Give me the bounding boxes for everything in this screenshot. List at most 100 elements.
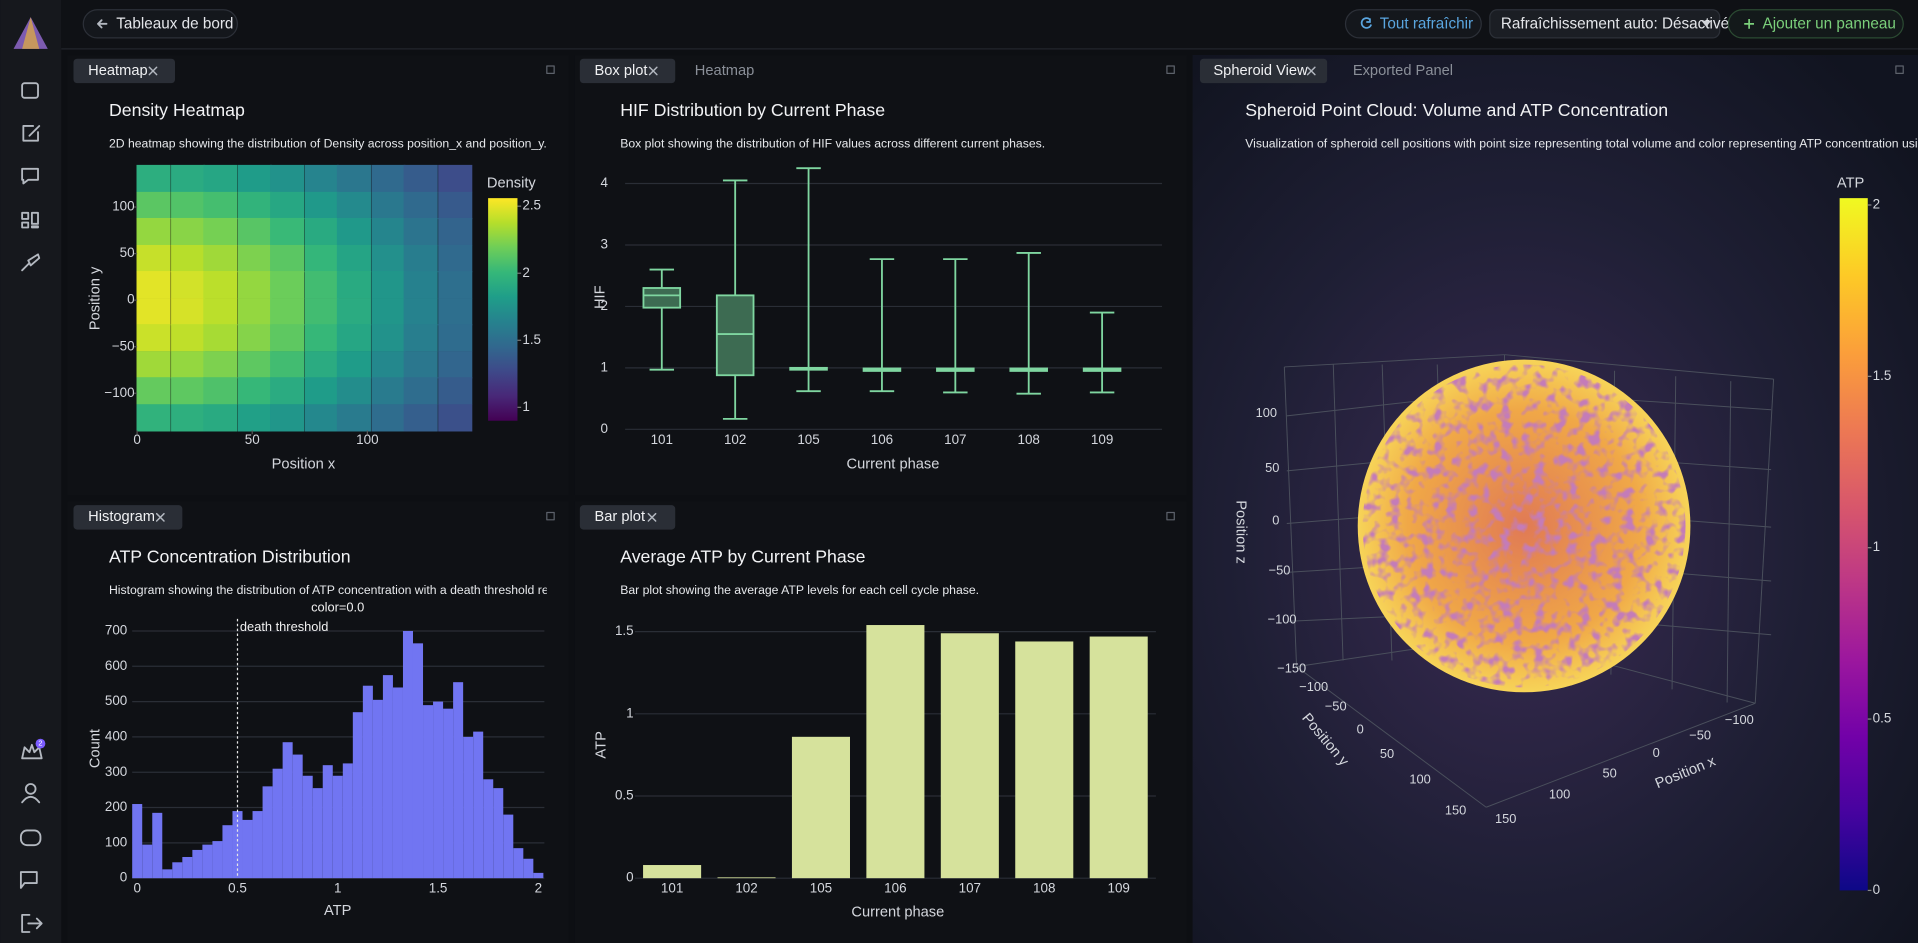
histogram-bar: [523, 858, 534, 879]
colorbar-title: ATP: [1837, 175, 1864, 191]
nav-icon[interactable]: [19, 829, 42, 847]
expand-icon[interactable]: [1895, 65, 1904, 74]
badge-count: 2: [38, 739, 42, 748]
heatmap-cell: [336, 164, 371, 193]
heatmap-cell: [270, 404, 305, 432]
histogram-bar: [252, 811, 263, 879]
x-tick-label: 107: [959, 881, 981, 896]
x-tick-label: 0: [133, 432, 140, 447]
nav-icon[interactable]: [21, 253, 41, 272]
heatmap-cell: [371, 164, 406, 193]
histogram-bar: [362, 685, 373, 879]
tab-close[interactable]: [647, 512, 657, 522]
histogram-bar: [272, 768, 283, 879]
heatmap-cell: [336, 324, 371, 352]
dropdown-caret: [1701, 20, 1712, 27]
heatmap-cell: [136, 298, 171, 326]
point-cloud-texture: [1362, 364, 1686, 688]
tab-close[interactable]: [1306, 66, 1316, 76]
expand-icon[interactable]: [546, 511, 555, 521]
heatmap-cell: [136, 244, 171, 273]
tab[interactable]: Bar plot: [579, 505, 676, 530]
heatmap-cell: [270, 244, 305, 273]
logo[interactable]: [13, 17, 48, 49]
nav-icon[interactable]: [21, 82, 39, 99]
heatmap-cell: [237, 244, 272, 273]
sidebar-icons: [19, 82, 43, 933]
nav-icon[interactable]: [24, 783, 37, 795]
legend-title: color=0.0: [311, 599, 364, 614]
nav-icon[interactable]: [19, 871, 38, 889]
panel-expand-icons: [546, 65, 1904, 521]
expand-icon[interactable]: [1166, 511, 1175, 521]
chart-subtitle: Visualization of spheroid cell positions…: [1245, 137, 1918, 151]
heatmap-cell: [336, 377, 371, 405]
heatmap-cell: [304, 298, 339, 326]
heatmap-cell: [438, 324, 473, 352]
z-tick-label: 0: [1272, 512, 1279, 527]
nav-icon: [21, 795, 41, 804]
colorbar: [1839, 198, 1868, 891]
heatmap-cell: [136, 324, 171, 352]
y-tick-label: 0: [120, 870, 127, 885]
tab-label[interactable]: Heatmap: [695, 63, 754, 79]
y-tick-label: 0: [127, 292, 134, 307]
tab-close[interactable]: [148, 66, 158, 76]
histogram-bar: [162, 869, 173, 879]
y-tick-label: 50: [1380, 746, 1394, 761]
refresh-button[interactable]: Tout rafraîchir: [1344, 9, 1482, 39]
tab[interactable]: Histogram: [73, 505, 183, 530]
heatmap-cell: [304, 244, 339, 273]
scene-gridline: [1726, 381, 1732, 703]
x-tick-label: 108: [1033, 881, 1055, 896]
heatmap-cell: [203, 377, 238, 405]
nav-icon[interactable]: [21, 167, 39, 185]
auto-refresh-select[interactable]: Rafraîchissement auto: Désactivé: [1489, 9, 1729, 39]
add-panel-button[interactable]: Ajouter un panneau: [1727, 9, 1904, 39]
x-tick-label: 1: [334, 881, 341, 896]
heatmap-cell: [403, 244, 438, 273]
y-tick-label: 0: [600, 421, 607, 436]
tab[interactable]: Spheroid View: [1199, 58, 1328, 84]
nav-icon[interactable]: [21, 211, 39, 229]
nav-icon[interactable]: [22, 125, 41, 142]
tab-close[interactable]: [648, 66, 658, 76]
histogram-bar: [392, 687, 403, 879]
expand-icon[interactable]: [546, 65, 555, 74]
histogram-bar: [412, 643, 424, 879]
x-axis-title: Current phase: [851, 904, 944, 920]
heatmap-cell: [136, 191, 171, 220]
tab[interactable]: Box plot: [579, 58, 676, 84]
plus-icon: [1744, 18, 1755, 29]
histogram-bar: [132, 804, 143, 879]
expand-icon[interactable]: [1166, 65, 1175, 74]
nav-icon[interactable]: [21, 743, 43, 760]
heatmap-cell: [171, 404, 206, 432]
heatmap-cell: [203, 404, 238, 432]
tab-label[interactable]: Exported Panel: [1353, 63, 1453, 79]
colorbar-title: Density: [487, 175, 537, 191]
heatmap-cell: [237, 191, 272, 220]
tab-close[interactable]: [155, 512, 165, 522]
y-tick-label: 4: [600, 175, 608, 190]
y-axis-title: ATP: [594, 731, 610, 758]
y-tick-label: 1.5: [615, 623, 634, 638]
colorbar-tick-label: 1.5: [522, 332, 541, 347]
back-button[interactable]: Tableaux de bord: [82, 9, 238, 39]
heatmap-cell: [336, 298, 371, 326]
tab-label: Box plot: [595, 63, 648, 79]
refresh-icon: [1360, 17, 1372, 29]
heatmap-cell: [403, 191, 438, 220]
x-tick-label: 2: [535, 881, 542, 896]
x-tick-label: 0.5: [228, 881, 247, 896]
heatmap-cell: [304, 271, 339, 299]
y-tick-label: 100: [1409, 772, 1430, 787]
colorbar-tick-label: 0.5: [1873, 711, 1892, 726]
heatmap-cell: [438, 164, 473, 193]
y-tick-label: 0.5: [615, 788, 634, 803]
tab[interactable]: Heatmap: [73, 58, 176, 84]
nav-icon[interactable]: [21, 913, 43, 933]
heatmap-cell: [403, 217, 438, 246]
sidebar: [0, 0, 62, 943]
histogram-bar: [262, 786, 273, 879]
